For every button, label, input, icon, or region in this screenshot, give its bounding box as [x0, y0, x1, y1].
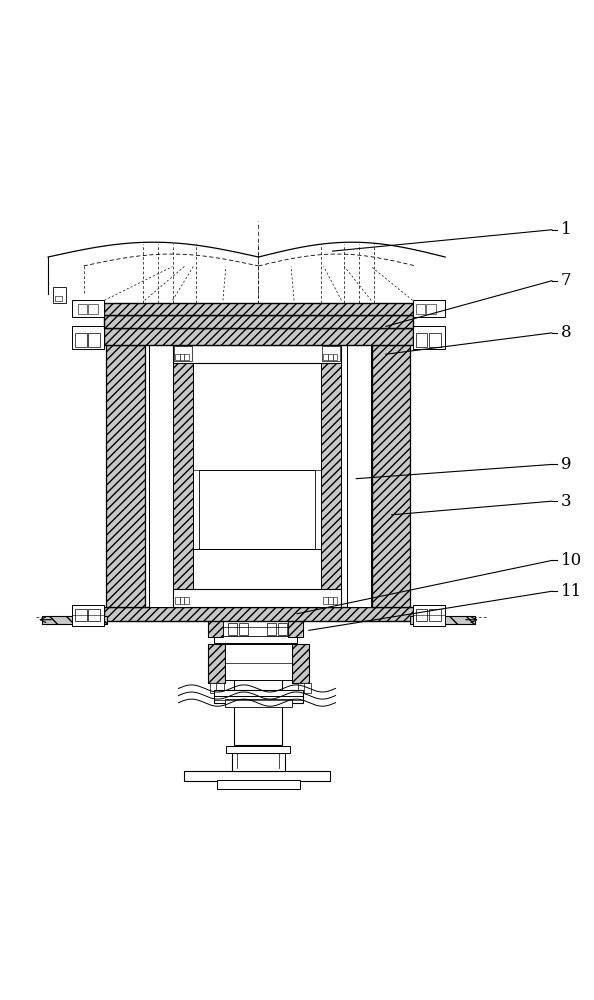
- Text: 8: 8: [561, 324, 571, 341]
- Bar: [179, 354, 184, 360]
- Bar: [72, 300, 105, 317]
- Bar: [149, 345, 172, 607]
- Bar: [232, 753, 285, 771]
- Bar: [323, 354, 328, 360]
- Bar: [223, 619, 288, 636]
- Bar: [333, 354, 337, 360]
- Bar: [429, 609, 441, 621]
- Bar: [292, 644, 309, 683]
- Text: 9: 9: [561, 456, 571, 473]
- Bar: [413, 300, 445, 317]
- Bar: [225, 699, 292, 707]
- Bar: [304, 683, 311, 693]
- Text: 11: 11: [561, 583, 582, 600]
- Bar: [416, 333, 427, 347]
- Bar: [429, 333, 441, 347]
- Bar: [322, 346, 340, 361]
- Bar: [217, 780, 300, 789]
- Bar: [172, 345, 342, 363]
- Bar: [89, 304, 98, 314]
- Text: 1: 1: [561, 221, 571, 238]
- Bar: [328, 597, 333, 604]
- Bar: [53, 287, 66, 303]
- Bar: [347, 345, 371, 607]
- Bar: [267, 623, 276, 635]
- Bar: [228, 623, 236, 635]
- Bar: [413, 605, 445, 626]
- Bar: [321, 345, 342, 607]
- Bar: [416, 304, 425, 314]
- Bar: [208, 615, 303, 637]
- Bar: [175, 597, 179, 604]
- Bar: [298, 683, 305, 693]
- Bar: [199, 470, 315, 549]
- Bar: [173, 346, 192, 361]
- Bar: [208, 615, 223, 637]
- Bar: [172, 589, 342, 607]
- Bar: [193, 345, 321, 607]
- Bar: [233, 627, 282, 745]
- Bar: [172, 345, 193, 607]
- Bar: [288, 615, 303, 637]
- Bar: [226, 746, 290, 753]
- Bar: [175, 354, 179, 360]
- Bar: [214, 690, 303, 703]
- Bar: [105, 303, 413, 315]
- Bar: [372, 345, 410, 607]
- Bar: [179, 597, 184, 604]
- Bar: [75, 609, 87, 621]
- Text: 7: 7: [561, 272, 571, 289]
- Bar: [105, 328, 413, 345]
- Bar: [184, 354, 189, 360]
- Bar: [208, 644, 225, 683]
- Text: 10: 10: [561, 552, 582, 569]
- Bar: [216, 683, 223, 693]
- Bar: [72, 326, 105, 349]
- Bar: [55, 296, 62, 301]
- Bar: [89, 609, 100, 621]
- Bar: [214, 635, 297, 643]
- Bar: [72, 605, 105, 626]
- Bar: [184, 771, 330, 781]
- Bar: [106, 345, 145, 607]
- Bar: [89, 333, 100, 347]
- Bar: [239, 623, 248, 635]
- Bar: [78, 304, 87, 314]
- Bar: [333, 597, 337, 604]
- Bar: [410, 616, 475, 624]
- Bar: [413, 326, 445, 349]
- Bar: [105, 315, 413, 328]
- Bar: [184, 597, 189, 604]
- Bar: [416, 609, 427, 621]
- Bar: [210, 683, 217, 693]
- Bar: [328, 354, 333, 360]
- Bar: [323, 597, 328, 604]
- Bar: [278, 623, 287, 635]
- Bar: [225, 644, 292, 680]
- Bar: [42, 616, 108, 624]
- Bar: [426, 304, 435, 314]
- Bar: [105, 607, 413, 621]
- Text: 3: 3: [561, 493, 571, 510]
- Bar: [75, 333, 87, 347]
